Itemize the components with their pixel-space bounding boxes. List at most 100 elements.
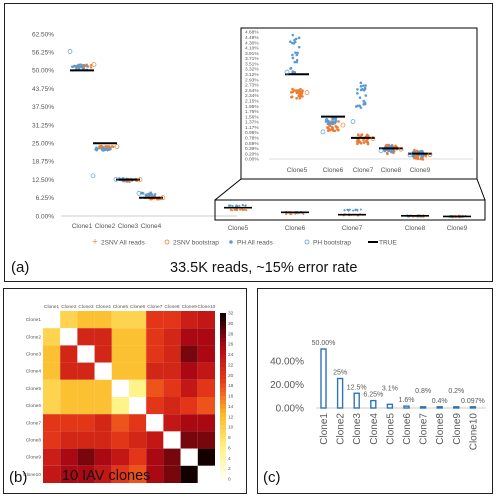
bar <box>386 403 394 409</box>
heatmap-cell <box>129 345 147 363</box>
y-tick-label: 56.25% <box>32 50 54 57</box>
colorbar-segment <box>220 454 226 459</box>
bar <box>436 406 443 409</box>
inset-y-tick-label: 2.34% <box>245 93 259 99</box>
heatmap-cell <box>197 448 215 466</box>
heatmap-cell <box>43 448 61 466</box>
colorbar-segment <box>220 412 226 418</box>
heatmap-row-label: Clone10 <box>23 472 41 478</box>
legend-marker <box>164 239 170 245</box>
colorbar-segment <box>220 396 226 401</box>
heatmap-col-label: Clone4 <box>96 304 112 310</box>
inset-ph-bootstrap-point <box>284 69 290 75</box>
heatmap-cell <box>60 345 78 363</box>
colorbar-tick-label: 28 <box>228 331 234 337</box>
heatmap-cell <box>43 465 61 483</box>
bar-data-label: 0.2% <box>448 388 464 395</box>
legend-label: TRUE <box>379 240 397 247</box>
inset-snv-all-reads-point <box>336 126 339 129</box>
colorbar-tick-label: 2 <box>228 466 231 472</box>
inset-ph-all-reads-point <box>390 149 394 152</box>
zoom-connector-line <box>214 178 242 201</box>
heatmap-cell <box>163 431 181 449</box>
heatmap-cell <box>60 362 78 380</box>
colorbar-segment <box>220 445 226 451</box>
inset-x-tick-label: Clone5 <box>287 167 308 174</box>
inset-y-tick-label: 4.30% <box>245 40 259 46</box>
heatmap-row-label: Clone5 <box>26 386 42 392</box>
heatmap-cell <box>197 414 215 432</box>
inset-x-tick-label: Clone9 <box>410 167 431 174</box>
heatmap-cell <box>197 311 215 329</box>
inset-ph-all-reads-point <box>330 121 333 125</box>
heatmap-cell <box>129 379 147 397</box>
x-tick-label: Clone2 <box>336 413 347 445</box>
inset-ph-all-reads-point <box>359 81 363 85</box>
heatmap-col-label: Clone1 <box>44 304 60 310</box>
bar-data-label: 3.1% <box>382 385 398 392</box>
heatmap-row-label: Clone6 <box>26 403 42 409</box>
heatmap-cell <box>129 431 147 449</box>
colorbar-segment <box>220 362 226 368</box>
x-tick-label: Clone4 <box>369 413 380 445</box>
ph-all-reads-point <box>141 192 144 195</box>
heatmap-cell <box>43 362 61 380</box>
heatmap-cell <box>129 362 147 380</box>
snv-all-reads-point <box>245 209 248 212</box>
inset-snv-all-reads-point <box>365 138 369 142</box>
inset-snv-all-reads-point <box>337 120 340 123</box>
bar-data-label: 0.4% <box>432 398 448 405</box>
legend-label: PH bootstrap <box>313 240 351 247</box>
panel-a-caption: 33.5K reads, ~15% error rate <box>170 260 358 276</box>
colorbar-tick-label: 30 <box>228 321 234 327</box>
heatmap-cell <box>43 431 61 449</box>
clone-frequency-scatter-chart: 0.00% 6.25% 12.50% 18.75% 25.00% 31.25% 37.50%… <box>32 27 486 247</box>
heatmap-cell <box>197 465 215 483</box>
legend-label: 2SNV bootstrap <box>173 240 219 247</box>
heatmap-cell <box>180 414 198 432</box>
inset-snv-all-reads-point <box>413 148 416 152</box>
x-tick-label: Clone1 <box>319 413 330 445</box>
inset-snv-all-reads-point <box>328 128 332 132</box>
heatmap-cell <box>77 345 95 363</box>
heatmap-cell <box>146 379 164 397</box>
inset-y-tick-label: 0.20% <box>245 151 259 157</box>
ph-all-reads-point <box>145 193 148 196</box>
colorbar-tick-label: 20 <box>228 373 234 379</box>
heatmap-row-label: Clone4 <box>26 369 42 375</box>
inset-y-tick-label: 4.68% <box>245 30 259 36</box>
heatmap-cell <box>111 345 129 363</box>
heatmap-cell <box>163 379 181 397</box>
inset-ph-all-reads-point <box>297 36 301 40</box>
bar-data-label: 0.8% <box>415 388 431 395</box>
heatmap-cell <box>60 328 78 346</box>
colorbar-segment <box>220 342 226 347</box>
heatmap-cell <box>77 311 95 329</box>
ph-all-reads-point <box>150 193 154 196</box>
ph-all-reads-point <box>96 147 100 150</box>
inset-ph-all-reads-point <box>324 118 328 122</box>
inset-snv-all-reads-point <box>295 97 298 100</box>
ph-bootstrap-point <box>67 49 73 54</box>
y-tick-label: 43.75% <box>32 86 54 93</box>
inset-snv-all-reads-point <box>366 141 370 144</box>
inset-ph-all-reads-point <box>334 120 337 123</box>
heatmap-cell <box>180 379 198 397</box>
bar-data-label: 0.097% <box>461 398 485 405</box>
legend-marker: + <box>92 237 97 247</box>
inset-snv-bootstrap-point <box>427 152 433 158</box>
colorbar-segment <box>220 441 226 447</box>
colorbar-segment <box>220 379 226 384</box>
heatmap-cell <box>163 328 181 346</box>
colorbar-segment <box>220 470 226 476</box>
inset-y-tick-label: 3.32% <box>245 67 259 73</box>
zoom-region-box <box>214 199 486 221</box>
inset-snv-bootstrap-point <box>370 136 376 141</box>
heatmap-cell <box>146 362 164 380</box>
panel-a-letter: (a) <box>11 259 30 276</box>
y-tick-label: 25.00% <box>32 141 54 148</box>
ph-all-reads-point <box>356 209 359 212</box>
heatmap-cell <box>163 397 181 415</box>
inset-y-tick-label: 1.37% <box>245 120 259 126</box>
colorbar-tick-label: 6 <box>228 445 231 451</box>
